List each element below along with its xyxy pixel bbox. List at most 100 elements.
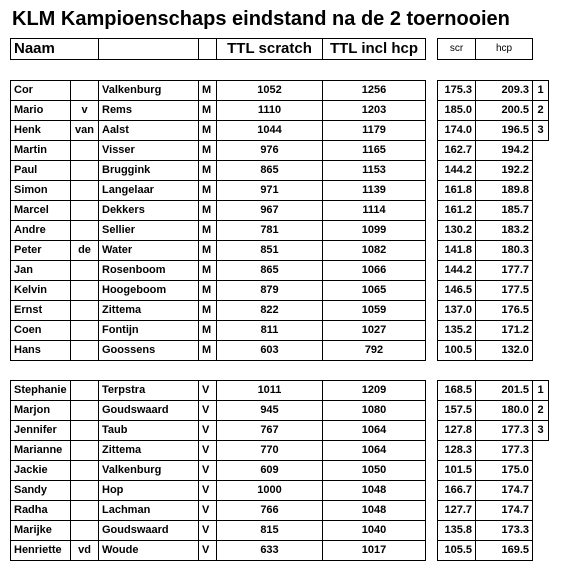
- avg-scr: 162.7: [437, 140, 476, 161]
- gender: M: [198, 280, 217, 301]
- ttl-hcp: 1040: [322, 520, 426, 541]
- avg-hcp: 183.2: [475, 220, 533, 241]
- rank: 3: [532, 420, 549, 441]
- last-name: Terpstra: [98, 380, 199, 401]
- avg-hcp: 173.3: [475, 520, 533, 541]
- gender: V: [198, 440, 217, 461]
- name-prefix: [70, 400, 99, 421]
- name-prefix: [70, 440, 99, 461]
- avg-scr: 161.8: [437, 180, 476, 201]
- ttl-hcp: 1048: [322, 500, 426, 521]
- ttl-scratch: 945: [216, 400, 323, 421]
- last-name: Water: [98, 240, 199, 261]
- ttl-scratch: 1044: [216, 120, 323, 141]
- gender: M: [198, 200, 217, 221]
- first-name: Coen: [10, 320, 71, 341]
- last-name: Dekkers: [98, 200, 199, 221]
- first-name: Jackie: [10, 460, 71, 481]
- avg-hcp: 194.2: [475, 140, 533, 161]
- last-name: Langelaar: [98, 180, 199, 201]
- last-name: Rosenboom: [98, 260, 199, 281]
- ttl-scratch: 781: [216, 220, 323, 241]
- header-blank: [198, 38, 217, 60]
- first-name: Marianne: [10, 440, 71, 461]
- gender: M: [198, 340, 217, 361]
- avg-scr: 100.5: [437, 340, 476, 361]
- gender: V: [198, 380, 217, 401]
- first-name: Peter: [10, 240, 71, 261]
- ttl-scratch: 1000: [216, 480, 323, 501]
- first-name: Marjon: [10, 400, 71, 421]
- name-prefix: [70, 420, 99, 441]
- ttl-hcp: 1082: [322, 240, 426, 261]
- first-name: Jan: [10, 260, 71, 281]
- gender: V: [198, 520, 217, 541]
- first-name: Paul: [10, 160, 71, 181]
- last-name: Hoogeboom: [98, 280, 199, 301]
- ttl-scratch: 851: [216, 240, 323, 261]
- name-prefix: v: [70, 100, 99, 121]
- ttl-scratch: 976: [216, 140, 323, 161]
- last-name: Goossens: [98, 340, 199, 361]
- avg-scr: 174.0: [437, 120, 476, 141]
- first-name: Simon: [10, 180, 71, 201]
- ttl-hcp: 1099: [322, 220, 426, 241]
- header-scr: scr: [437, 38, 476, 60]
- name-prefix: [70, 480, 99, 501]
- name-prefix: [70, 300, 99, 321]
- gender: M: [198, 180, 217, 201]
- first-name: Henriette: [10, 540, 71, 561]
- name-prefix: de: [70, 240, 99, 261]
- first-name: Mario: [10, 100, 71, 121]
- ttl-hcp: 1256: [322, 80, 426, 101]
- ttl-scratch: 603: [216, 340, 323, 361]
- last-name: Visser: [98, 140, 199, 161]
- last-name: Woude: [98, 540, 199, 561]
- gender: V: [198, 460, 217, 481]
- last-name: Rems: [98, 100, 199, 121]
- name-prefix: [70, 460, 99, 481]
- avg-scr: 137.0: [437, 300, 476, 321]
- ttl-scratch: 865: [216, 260, 323, 281]
- avg-scr: 105.5: [437, 540, 476, 561]
- avg-scr: 175.3: [437, 80, 476, 101]
- ttl-hcp: 1139: [322, 180, 426, 201]
- gender: V: [198, 540, 217, 561]
- first-name: Henk: [10, 120, 71, 141]
- last-name: Lachman: [98, 500, 199, 521]
- last-name: Sellier: [98, 220, 199, 241]
- rank: 1: [532, 380, 549, 401]
- gender: M: [198, 160, 217, 181]
- avg-scr: 127.7: [437, 500, 476, 521]
- first-name: Ernst: [10, 300, 71, 321]
- avg-hcp: 177.7: [475, 260, 533, 281]
- avg-hcp: 189.8: [475, 180, 533, 201]
- last-name: Goudswaard: [98, 520, 199, 541]
- name-prefix: [70, 160, 99, 181]
- avg-hcp: 169.5: [475, 540, 533, 561]
- gender: M: [198, 100, 217, 121]
- avg-scr: 101.5: [437, 460, 476, 481]
- ttl-hcp: 1048: [322, 480, 426, 501]
- avg-hcp: 174.7: [475, 500, 533, 521]
- avg-scr: 185.0: [437, 100, 476, 121]
- first-name: Andre: [10, 220, 71, 241]
- last-name: Zittema: [98, 440, 199, 461]
- header-naam: Naam: [10, 38, 99, 60]
- avg-scr: 141.8: [437, 240, 476, 261]
- first-name: Radha: [10, 500, 71, 521]
- ttl-hcp: 1153: [322, 160, 426, 181]
- ttl-hcp: 1027: [322, 320, 426, 341]
- avg-scr: 135.2: [437, 320, 476, 341]
- last-name: Aalst: [98, 120, 199, 141]
- ttl-hcp: 1017: [322, 540, 426, 561]
- gender: M: [198, 320, 217, 341]
- last-name: Taub: [98, 420, 199, 441]
- avg-hcp: 177.3: [475, 440, 533, 461]
- avg-scr: 146.5: [437, 280, 476, 301]
- gender: V: [198, 500, 217, 521]
- ttl-scratch: 971: [216, 180, 323, 201]
- name-prefix: [70, 200, 99, 221]
- ttl-hcp: 792: [322, 340, 426, 361]
